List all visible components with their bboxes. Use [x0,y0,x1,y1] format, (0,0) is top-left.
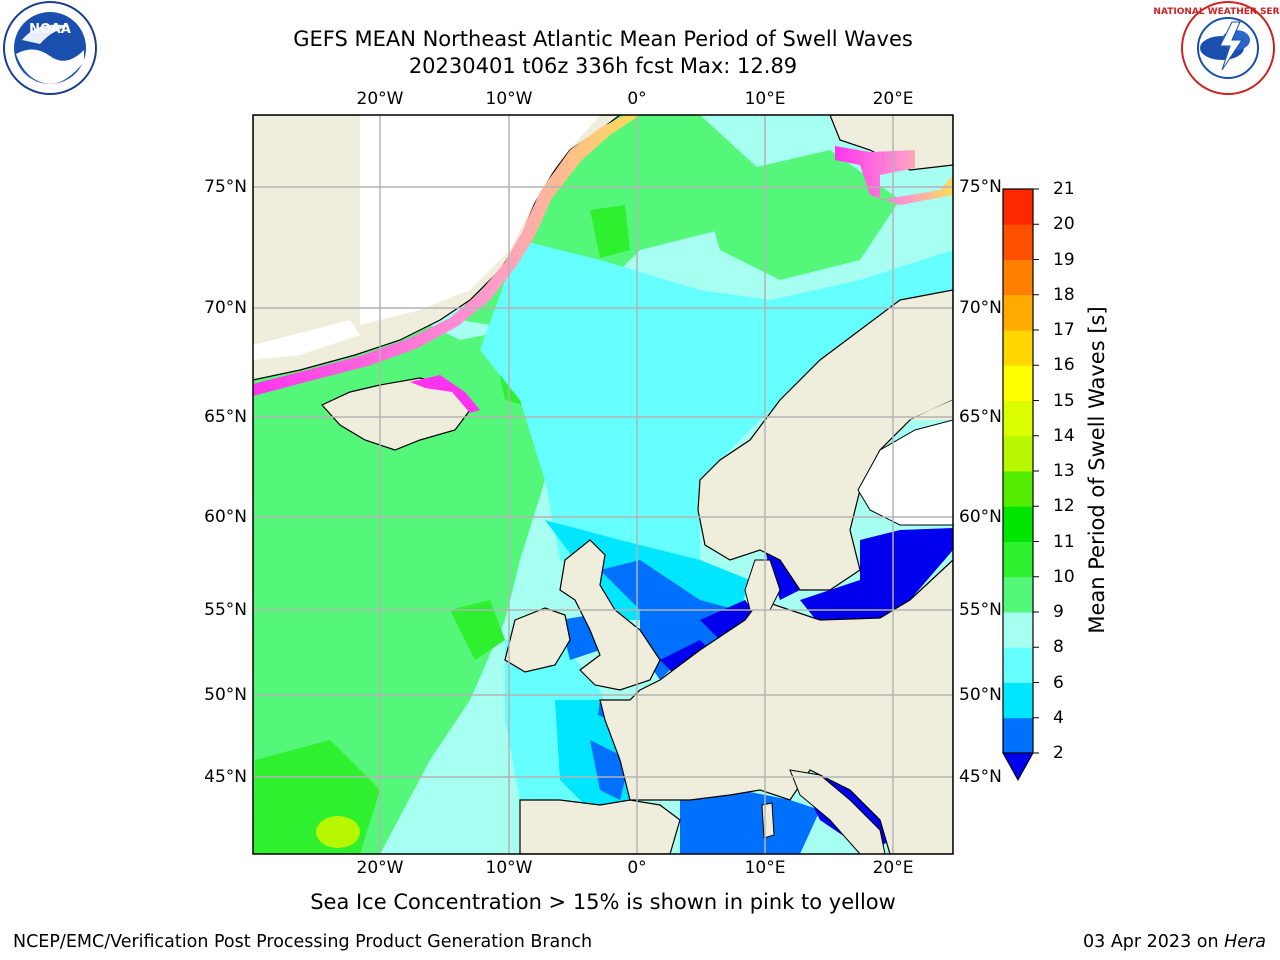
lon-label-bottom-0: 0° [627,858,647,878]
colorbar-tick-label: 10 [1053,566,1075,587]
colorbar-segment [1003,682,1033,719]
colorbar-tick-label: 19 [1053,249,1075,270]
field-barents-west [700,150,900,280]
lat-label-left-55n: 55°N [204,600,247,620]
colorbar [1002,188,1039,782]
colorbar-tick-label: 18 [1053,284,1075,305]
nws-logo-text: NATIONAL WEATHER SERVICE [1153,7,1280,17]
colorbar-tick-label: 15 [1053,390,1075,411]
colorbar-tick-label: 16 [1053,355,1075,376]
ice-sheet-greenland [360,115,600,325]
colorbar-segment [1003,576,1033,613]
sea-ice-iceland [410,375,480,413]
nws-logo: NATIONAL WEATHER SERVICE [1153,1,1280,95]
colorbar-tick-label: 11 [1053,531,1075,552]
lon-label-bottom-10e: 10°E [744,858,786,878]
land-corsica [761,802,775,839]
lat-label-left-75n: 75°N [204,177,247,197]
field-max-core [316,816,360,848]
colorbar-tick-label: 20 [1053,214,1075,235]
lon-label-bottom-20e: 20°E [872,858,914,878]
lon-label-top-0: 0° [627,89,647,109]
colorbar-segment [1003,294,1033,331]
map-subtitle: 20230401 t06z 336h fcst Max: 12.89 [408,54,798,78]
lat-label-right-70n: 70°N [959,298,1002,318]
colorbar-segment [1003,224,1033,260]
lon-label-top-20e: 20°E [872,89,914,109]
ice-sheet-greenland-south [253,320,360,360]
lat-label-right-55n: 55°N [959,600,1002,620]
lon-label-top-10e: 10°E [744,89,786,109]
lat-label-right-50n: 50°N [959,685,1002,705]
colorbar-tick-label: 14 [1053,425,1075,446]
lat-label-right-60n: 60°N [959,507,1002,527]
sea-ice-caption: Sea Ice Concentration > 15% is shown in … [310,890,896,914]
field-patch-11c [450,600,505,660]
colorbar-segment [1003,541,1033,578]
map-title: GEFS MEAN Northeast Atlantic Mean Period… [293,27,913,51]
lat-label-left-45n: 45°N [204,767,247,787]
ice-gulf-of-bothnia [857,419,953,526]
colorbar-title: Mean Period of Swell Waves [s] [1085,306,1109,634]
lat-label-left-65n: 65°N [204,407,247,427]
lat-label-left-50n: 50°N [204,685,247,705]
noaa-logo-text: NOAA [29,22,71,37]
lon-label-bottom-10w: 10°W [485,858,533,878]
field-baltic [800,528,953,625]
colorbar-tick-label: 6 [1053,672,1064,693]
land-iceland [321,377,471,451]
colorbar-segment [1003,647,1033,683]
land-svalbard [829,115,953,171]
field-west-med [680,790,820,854]
map-frame [252,114,954,855]
lat-label-right-65n: 65°N [959,407,1002,427]
colorbar-tick-label: 17 [1053,320,1075,340]
colorbar-tick-label: 4 [1053,707,1064,728]
colorbar-segment [1003,259,1033,296]
field-norway-coast [480,240,953,600]
lat-label-right-75n: 75°N [959,177,1002,197]
footer-credit: NCEP/EMC/Verification Post Processing Pr… [13,932,593,952]
colorbar-segment [1003,717,1033,754]
footer-host: Hera [1224,932,1266,952]
land-italy [789,769,886,854]
field-patch-11b [590,205,630,258]
graticule [253,115,953,854]
swell-period-field [253,115,953,854]
colorbar-tick-label: 13 [1053,461,1075,481]
land-finland [910,400,953,420]
colorbar-segment [1003,506,1033,542]
colorbar-segment [1003,330,1033,366]
sea-ice-svalbard [835,146,953,205]
footer-date-text: 03 Apr 2023 on [1083,932,1225,952]
colorbar-segment [1003,471,1033,507]
colorbar-tick-label: 9 [1053,602,1064,622]
lat-label-right-45n: 45°N [959,767,1002,787]
colorbar-tick-label: 2 [1053,743,1064,763]
colorbar-tick-label: 21 [1053,179,1075,199]
colorbar-segment [1003,612,1033,648]
lon-label-top-10w: 10°W [485,89,533,109]
land-iberia [519,799,681,854]
colorbar-tick-label: 12 [1053,496,1075,517]
colorbar-under-arrow [1002,752,1034,782]
footer-date: 03 Apr 2023 on Hera [1083,932,1266,952]
lon-label-top-20w: 20°W [356,89,404,109]
land-great-britain [559,539,661,691]
colorbar-segment [1003,189,1033,225]
lat-label-left-70n: 70°N [204,298,247,318]
colorbar-segment [1003,435,1033,472]
noaa-logo: NOAA [3,1,97,95]
colorbar-segment [1003,365,1033,401]
colorbar-segment [1003,400,1033,437]
lon-label-bottom-20w: 20°W [356,858,404,878]
lat-label-left-60n: 60°N [204,507,247,527]
colorbar-tick-label: 8 [1053,637,1064,658]
